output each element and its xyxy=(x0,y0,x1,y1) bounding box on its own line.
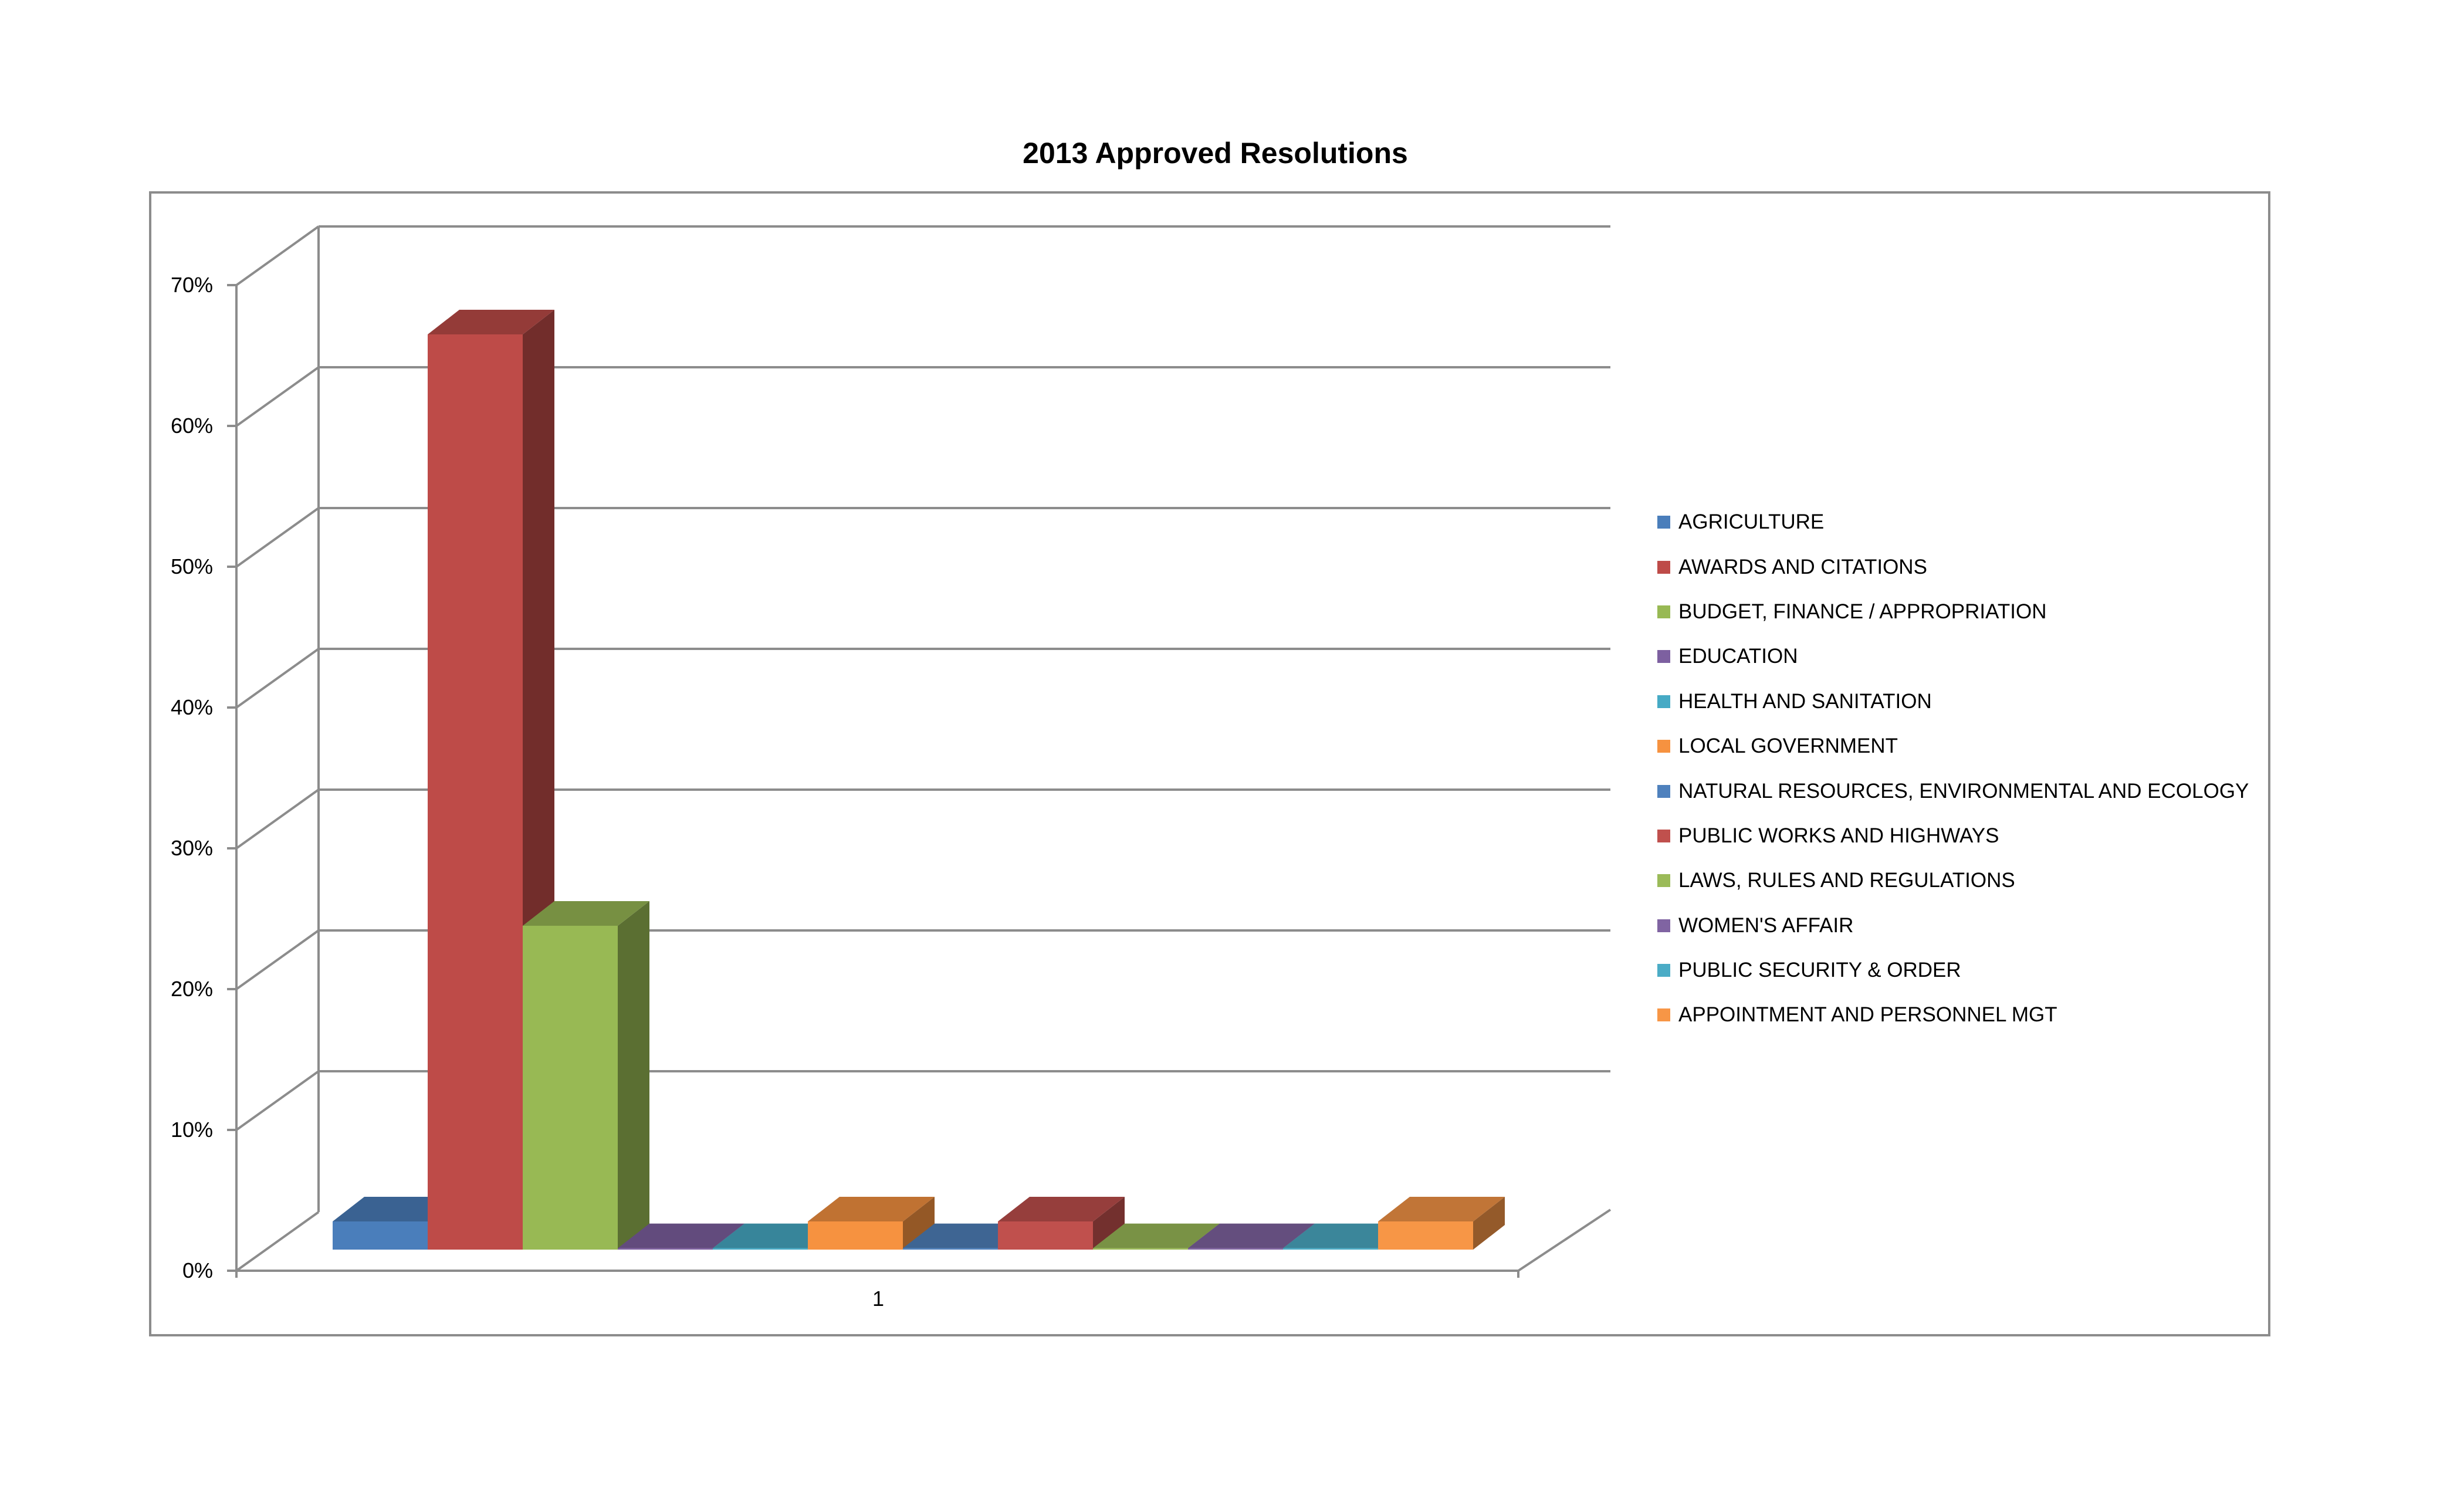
bar-side-face xyxy=(1473,1197,1505,1250)
side-wall-line xyxy=(235,929,320,990)
bar-side-face xyxy=(618,901,649,1250)
y-tick-label: 40% xyxy=(171,695,213,719)
legend-item: PUBLIC SECURITY & ORDER xyxy=(1657,948,2267,993)
y-tick-label: 30% xyxy=(171,836,213,860)
legend-label: EDUCATION xyxy=(1678,645,1798,668)
chart-legend: AGRICULTURE AWARDS AND CITATIONS BUDGET, F… xyxy=(1657,500,2267,1038)
legend-item: WOMEN'S AFFAIR xyxy=(1657,903,2267,948)
chart-title: 2013 Approved Resolutions xyxy=(1023,137,1408,170)
y-tick-label: 70% xyxy=(171,273,213,297)
legend-swatch xyxy=(1657,560,1670,574)
bar-front-face xyxy=(713,1248,808,1250)
bar-front-face xyxy=(903,1248,998,1250)
bar-top-face xyxy=(428,310,554,334)
y-tick-label: 60% xyxy=(171,414,213,438)
floor-side-edge xyxy=(1517,1209,1612,1272)
bar-top-face xyxy=(618,1223,744,1248)
bar-front-face xyxy=(998,1221,1093,1250)
legend-swatch xyxy=(1657,605,1670,618)
bar-top-face xyxy=(1378,1197,1505,1221)
legend-item: LAWS, RULES AND REGULATIONS xyxy=(1657,858,2267,903)
legend-item: BUDGET, FINANCE / APPROPRIATION xyxy=(1657,590,2267,634)
legend-item: EDUCATION xyxy=(1657,634,2267,679)
bar-front-face xyxy=(1378,1221,1473,1250)
bar-top-face xyxy=(808,1197,935,1221)
legend-swatch xyxy=(1657,695,1670,708)
legend-label: HEALTH AND SANITATION xyxy=(1678,689,1932,713)
bar-side-face xyxy=(903,1197,935,1250)
y-tick-label: 0% xyxy=(182,1258,213,1282)
bar-side-face xyxy=(1093,1197,1125,1250)
legend-label: LAWS, RULES AND REGULATIONS xyxy=(1678,869,2015,892)
legend-item: APPOINTMENT AND PERSONNEL MGT xyxy=(1657,993,2267,1037)
bar-top-face xyxy=(1188,1223,1315,1248)
bar-front-face xyxy=(808,1221,903,1250)
y-tick-label: 20% xyxy=(171,977,213,1001)
bar-front-face xyxy=(618,1248,713,1250)
legend-swatch xyxy=(1657,1008,1670,1022)
legend-item: AWARDS AND CITATIONS xyxy=(1657,544,2267,589)
side-wall-line xyxy=(235,225,320,286)
side-wall-line xyxy=(235,648,320,709)
bar-8 xyxy=(998,1197,1125,1250)
side-wall-line xyxy=(235,1070,320,1131)
bar-3 xyxy=(523,901,649,1250)
side-wall-line xyxy=(235,366,320,427)
legend-label: BUDGET, FINANCE / APPROPRIATION xyxy=(1678,600,2047,623)
legend-label: LOCAL GOVERNMENT xyxy=(1678,735,1898,758)
bar-6 xyxy=(808,1197,935,1250)
side-wall-line xyxy=(235,788,320,849)
bar-top-face xyxy=(1093,1223,1220,1248)
legend-swatch xyxy=(1657,829,1670,842)
legend-label: AWARDS AND CITATIONS xyxy=(1678,555,1927,578)
legend-label: APPOINTMENT AND PERSONNEL MGT xyxy=(1678,1003,2057,1027)
legend-swatch xyxy=(1657,964,1670,977)
bar-12 xyxy=(1378,1197,1505,1250)
y-tick-label: 50% xyxy=(171,554,213,578)
side-wall-line xyxy=(235,507,320,568)
bar-front-face xyxy=(1093,1248,1188,1250)
legend-item: NATURAL RESOURCES, ENVIRONMENTAL AND ECO… xyxy=(1657,769,2267,813)
legend-swatch xyxy=(1657,650,1670,664)
bar-front-face xyxy=(1283,1248,1378,1250)
legend-item: PUBLIC WORKS AND HIGHWAYS xyxy=(1657,814,2267,858)
bar-front-face xyxy=(333,1221,428,1250)
side-wall-line xyxy=(235,1211,320,1272)
legend-label: NATURAL RESOURCES, ENVIRONMENTAL AND ECO… xyxy=(1678,779,2249,803)
legend-swatch xyxy=(1657,784,1670,798)
legend-swatch xyxy=(1657,919,1670,932)
x-tick-label: 1 xyxy=(872,1287,884,1311)
chart-frame xyxy=(149,191,2270,1336)
legend-swatch xyxy=(1657,740,1670,753)
legend-swatch xyxy=(1657,516,1670,529)
legend-item: AGRICULTURE xyxy=(1657,500,2267,544)
legend-item: HEALTH AND SANITATION xyxy=(1657,679,2267,724)
bar-front-face xyxy=(523,926,618,1250)
bar-top-face xyxy=(998,1197,1125,1221)
legend-label: AGRICULTURE xyxy=(1678,510,1825,534)
legend-label: PUBLIC WORKS AND HIGHWAYS xyxy=(1678,824,1999,847)
legend-item: LOCAL GOVERNMENT xyxy=(1657,724,2267,769)
bar-front-face xyxy=(428,334,523,1250)
legend-swatch xyxy=(1657,874,1670,888)
legend-label: PUBLIC SECURITY & ORDER xyxy=(1678,959,1961,982)
y-tick-label: 10% xyxy=(171,1118,213,1142)
legend-label: WOMEN'S AFFAIR xyxy=(1678,913,1854,937)
bar-front-face xyxy=(1188,1248,1283,1250)
bar-top-face xyxy=(523,901,649,926)
